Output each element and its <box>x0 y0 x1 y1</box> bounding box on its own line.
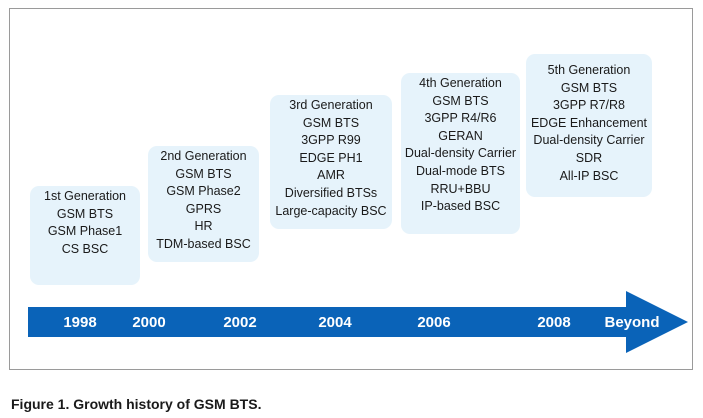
generation-item: TDM-based BSC <box>156 236 251 251</box>
generation-item: 3GPP R4/R6 <box>424 111 497 126</box>
generation-item: All-IP BSC <box>559 168 619 183</box>
generation-item: GSM BTS <box>560 80 618 95</box>
generation-item: EDGE Enhancement <box>530 115 648 130</box>
generation-item: Diversified BTSs <box>284 185 378 200</box>
year-label-2002: 2002 <box>223 314 257 331</box>
generation-item: Dual-density Carrier <box>404 146 517 161</box>
generation-item: SDR <box>575 150 603 165</box>
generation-item: GSM Phase1 <box>47 224 123 239</box>
year-label-2004: 2004 <box>318 314 352 331</box>
generation-item: CS BSC <box>61 241 109 256</box>
year-label-2000: 2000 <box>132 314 166 331</box>
generation-box-1: 1st Generation GSM BTS GSM Phase1 CS BSC <box>30 186 140 285</box>
generation-title: 4th Generation <box>419 76 502 90</box>
year-label-beyond: Beyond <box>604 314 660 331</box>
timeline-arrow-shape <box>28 291 688 353</box>
figure-caption: Figure 1. Growth history of GSM BTS. <box>11 396 262 412</box>
generation-item: HR <box>194 219 213 234</box>
generation-item: 3GPP R7/R8 <box>552 98 626 113</box>
generation-title: 3rd Generation <box>289 98 373 112</box>
year-label-2008: 2008 <box>537 314 571 331</box>
generation-item: GERAN <box>438 128 483 143</box>
generation-title: 1st Generation <box>44 189 126 203</box>
generation-item: AMR <box>317 168 345 183</box>
generation-item: GSM BTS <box>56 206 114 221</box>
generation-item: GPRS <box>185 201 222 216</box>
generation-box-4: 4th Generation GSM BTS 3GPP R4/R6 GERAN … <box>401 73 520 234</box>
generation-box-2: 2nd Generation GSM BTS GSM Phase2 GPRS H… <box>148 146 259 262</box>
generation-title: 2nd Generation <box>160 149 247 163</box>
generation-item: GSM BTS <box>432 93 489 108</box>
generation-item: GSM BTS <box>302 115 360 130</box>
generation-item: RRU+BBU <box>430 181 491 196</box>
generation-item: 3GPP R99 <box>301 133 361 148</box>
generation-item: Dual-mode BTS <box>416 163 505 178</box>
timeline-labels: 1998 2000 2002 2004 2006 2008 Beyond <box>0 313 703 335</box>
generation-item: IP-based BSC <box>420 199 501 214</box>
generation-item: GSM BTS <box>175 166 232 181</box>
generation-box-3: 3rd Generation GSM BTS 3GPP R99 EDGE PH1… <box>270 95 392 229</box>
generation-item: EDGE PH1 <box>299 150 363 165</box>
generation-item: GSM Phase2 <box>166 184 241 199</box>
generation-box-5: 5th Generation GSM BTS 3GPP R7/R8 EDGE E… <box>526 54 652 197</box>
year-label-1998: 1998 <box>63 314 97 331</box>
generation-item: Large-capacity BSC <box>275 203 387 218</box>
generation-title: 5th Generation <box>547 63 631 77</box>
timeline-arrow <box>28 291 688 353</box>
year-label-2006: 2006 <box>417 314 451 331</box>
generation-item: Dual-density Carrier <box>533 133 645 148</box>
